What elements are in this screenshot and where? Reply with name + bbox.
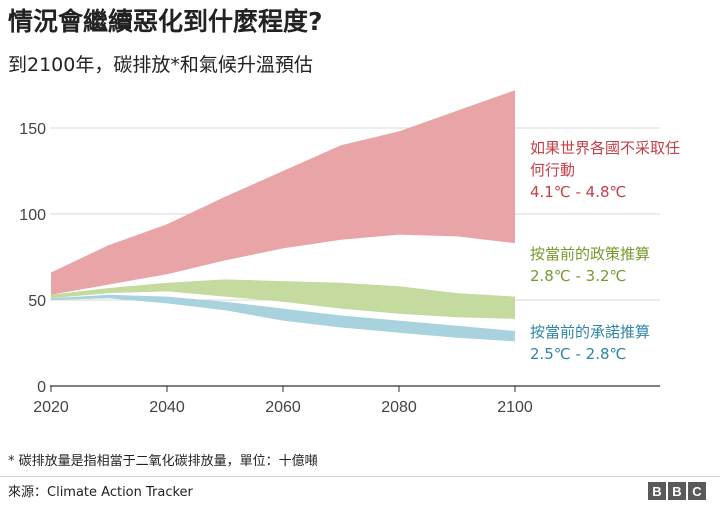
series-label: 按當前的政策推算	[530, 245, 650, 263]
footer-divider	[0, 476, 720, 477]
series-band-3	[51, 294, 515, 342]
logo-letter: C	[688, 482, 706, 500]
chart-subtitle: 到2100年，碳排放*和氣候升溫預估	[8, 54, 313, 76]
chart-title: 情況會繼續惡化到什麼程度?	[8, 7, 323, 36]
series-label: 按當前的承諾推算	[530, 323, 650, 341]
logo-letter: B	[648, 482, 666, 500]
series-range-label: 2.5℃ - 2.8℃	[530, 345, 626, 363]
y-tick-label: 0	[37, 379, 46, 396]
bbc-logo: B B C	[648, 482, 706, 500]
y-tick-label: 100	[19, 207, 46, 224]
x-tick-label: 2080	[381, 399, 417, 416]
logo-letter: B	[668, 482, 686, 500]
series-band-2	[51, 279, 515, 319]
x-tick-label: 2040	[149, 399, 185, 416]
series-label: 如果世界各國不采取任	[530, 139, 680, 157]
footnote: * 碳排放量是指相當于二氧化碳排放量，單位：十億噸	[8, 454, 318, 469]
series-label: 何行動	[530, 161, 575, 179]
y-tick-label: 150	[19, 121, 46, 138]
series-band-1	[51, 90, 515, 295]
source-credit: 來源：Climate Action Tracker	[8, 485, 193, 500]
series-range-label: 4.1℃ - 4.8℃	[530, 183, 626, 201]
y-tick-label: 50	[28, 293, 46, 310]
emissions-chart: 0 50 100 150 2020 2040 2060 2080 2100 如果世界各國不采取任何…	[19, 90, 680, 416]
x-tick-label: 2020	[33, 399, 69, 416]
x-tick-label: 2060	[265, 399, 301, 416]
series-range-label: 2.8℃ - 3.2℃	[530, 267, 626, 285]
x-tick-label: 2100	[497, 399, 533, 416]
